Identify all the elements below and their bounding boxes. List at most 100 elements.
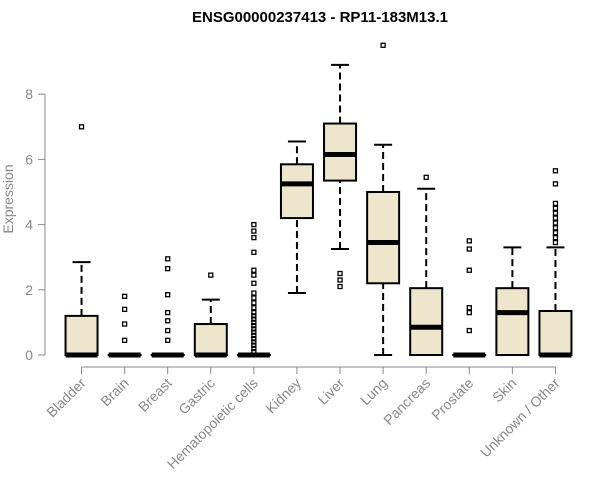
x-tick-label: Kidney <box>262 375 304 417</box>
outlier-point <box>466 309 472 316</box>
y-axis-label: Expression <box>0 164 16 233</box>
outlier-point <box>251 336 257 342</box>
outlier-point <box>552 181 559 187</box>
x-tick-label: Liver <box>314 375 347 408</box>
outlier-point <box>251 329 257 335</box>
x-tick-label: Skin <box>489 375 520 406</box>
x-tick-label: Bladder <box>43 375 89 421</box>
outlier-point <box>552 210 559 216</box>
outlier-point <box>251 332 257 339</box>
y-tick-label: 0 <box>25 347 33 363</box>
box-hematopoietic-cells <box>236 221 271 358</box>
box-lung <box>366 42 401 356</box>
box-iqr <box>279 163 314 220</box>
outlier-point <box>251 300 257 306</box>
outlier-point <box>552 168 559 174</box>
outlier-point <box>380 42 386 48</box>
outlier-point <box>165 292 171 298</box>
outlier-point <box>121 337 128 343</box>
x-tick-label: Breast <box>135 375 175 415</box>
outlier-point <box>251 316 257 322</box>
outlier-point <box>337 283 343 290</box>
box-kidney <box>279 140 314 295</box>
outlier-point <box>165 256 171 262</box>
y-tick-label: 8 <box>25 86 33 102</box>
outlier-point <box>251 228 257 234</box>
outlier-point <box>251 339 257 345</box>
x-tick-label: Brain <box>97 375 131 409</box>
chart-title: ENSG00000237413 - RP11-183M13.1 <box>192 9 448 26</box>
box-iqr <box>495 287 530 357</box>
outlier-point <box>337 277 343 283</box>
x-tick-label: Unknown / Other <box>477 375 563 461</box>
outlier-point <box>251 272 257 278</box>
outlier-point <box>552 225 559 231</box>
box-liver <box>323 63 358 290</box>
outlier-point <box>165 327 171 334</box>
outlier-point <box>251 221 257 228</box>
outlier-point <box>466 238 472 244</box>
outlier-point <box>423 174 429 180</box>
box-skin <box>495 246 530 357</box>
outlier-point <box>251 249 257 255</box>
outlier-point <box>251 313 257 319</box>
box-iqr <box>193 323 228 356</box>
outlier-point <box>552 215 559 221</box>
outlier-point <box>251 309 257 316</box>
outlier-point <box>552 200 559 207</box>
box-iqr <box>64 314 99 357</box>
outlier-point <box>552 234 559 241</box>
box-unknown-other <box>538 168 573 358</box>
y-tick-label: 6 <box>25 151 33 167</box>
box-iqr <box>538 309 573 356</box>
outlier-point <box>251 326 257 332</box>
outlier-point <box>251 342 257 348</box>
outlier-point <box>251 295 257 301</box>
outlier-point <box>251 349 257 355</box>
outlier-point <box>251 234 257 241</box>
outlier-point <box>165 309 171 316</box>
box-gastric <box>193 272 228 358</box>
outlier-point <box>251 323 257 329</box>
outlier-point <box>165 318 171 324</box>
outlier-point <box>466 267 472 273</box>
outlier-point <box>251 280 257 286</box>
outlier-point <box>552 239 559 246</box>
outlier-point <box>165 337 171 343</box>
box-iqr <box>366 191 401 285</box>
outlier-point <box>251 290 257 296</box>
y-tick-label: 4 <box>25 217 33 233</box>
outlier-point <box>78 124 85 130</box>
outlier-point <box>251 305 257 311</box>
outlier-point <box>337 270 343 277</box>
outlier-point <box>165 265 171 272</box>
y-tick-label: 2 <box>25 282 33 298</box>
outlier-point <box>121 306 128 313</box>
box-bladder <box>64 124 99 358</box>
outlier-point <box>121 321 128 327</box>
box-iqr <box>409 287 444 357</box>
x-tick-label: Gastric <box>175 375 218 418</box>
y-axis: 0 2 4 6 8 <box>25 86 46 363</box>
box-breast <box>150 256 185 358</box>
outlier-point <box>251 319 257 326</box>
outlier-point <box>466 246 472 252</box>
outlier-point <box>552 205 559 211</box>
box-prostate <box>452 238 487 358</box>
outlier-point <box>251 267 257 273</box>
outlier-point <box>552 230 559 236</box>
outlier-point <box>251 345 257 352</box>
x-tick-label: Pancreas <box>380 375 433 428</box>
outlier-point <box>552 220 559 226</box>
outlier-point <box>466 305 472 311</box>
outlier-point <box>466 327 472 334</box>
box-series <box>64 42 573 358</box>
box-pancreas <box>409 174 444 357</box>
box-brain <box>107 293 142 358</box>
x-tick-label: Lung <box>357 375 390 408</box>
outlier-point <box>121 293 128 299</box>
x-tick-label: Prostate <box>428 375 476 423</box>
outlier-point <box>208 272 214 278</box>
